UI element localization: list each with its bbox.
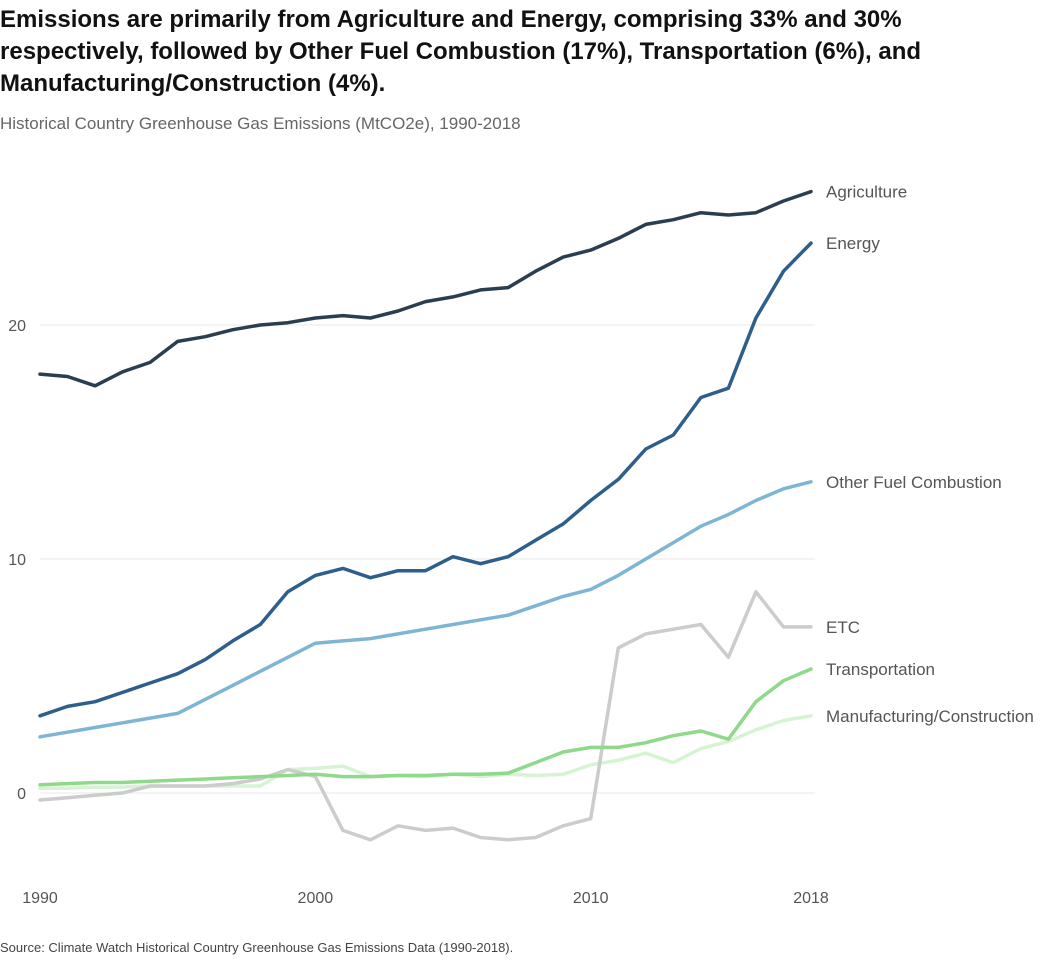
- series-label-manufacturing-construction: Manufacturing/Construction: [826, 707, 1034, 726]
- chart-title: Emissions are primarily from Agriculture…: [0, 6, 922, 97]
- x-tick-label-1990: 1990: [22, 890, 58, 907]
- y-tick-label-10: 10: [8, 552, 26, 569]
- series-line-transportation: [38, 667, 813, 787]
- series-label-transportation: Transportation: [826, 660, 935, 679]
- series-line-manufacturing-construction: [38, 714, 813, 791]
- x-axis-ticks: 1990 2000 2010 2018: [22, 890, 829, 907]
- series-labels: Agriculture Energy Other Fuel Combustion ET…: [826, 183, 1034, 726]
- series-line-energy: [38, 241, 813, 718]
- series-line-agriculture: [38, 189, 813, 388]
- series-label-other-fuel-combustion: Other Fuel Combustion: [826, 473, 1002, 492]
- y-tick-label-0: 0: [17, 786, 26, 803]
- series-line-other-fuel-combustion: [38, 480, 813, 739]
- x-tick-label-2018: 2018: [793, 890, 829, 907]
- source-note: Source: Climate Watch Historical Country…: [0, 940, 514, 955]
- series-lines: [38, 189, 813, 842]
- y-axis-ticks: 0 10 20: [8, 318, 26, 803]
- series-label-etc: ETC: [826, 618, 860, 637]
- x-tick-label-2010: 2010: [573, 890, 609, 907]
- line-chart: 0 10 20 1990 2000 2010 2018 Agriculture Energy…: [8, 183, 1034, 907]
- grid-lines: [40, 324, 815, 794]
- y-tick-label-20: 20: [8, 318, 26, 335]
- series-line-etc: [38, 590, 813, 842]
- chart-subtitle: Historical Country Greenhouse Gas Emissi…: [0, 114, 521, 133]
- x-tick-label-2000: 2000: [298, 890, 334, 907]
- series-label-energy: Energy: [826, 234, 880, 253]
- series-label-agriculture: Agriculture: [826, 183, 907, 202]
